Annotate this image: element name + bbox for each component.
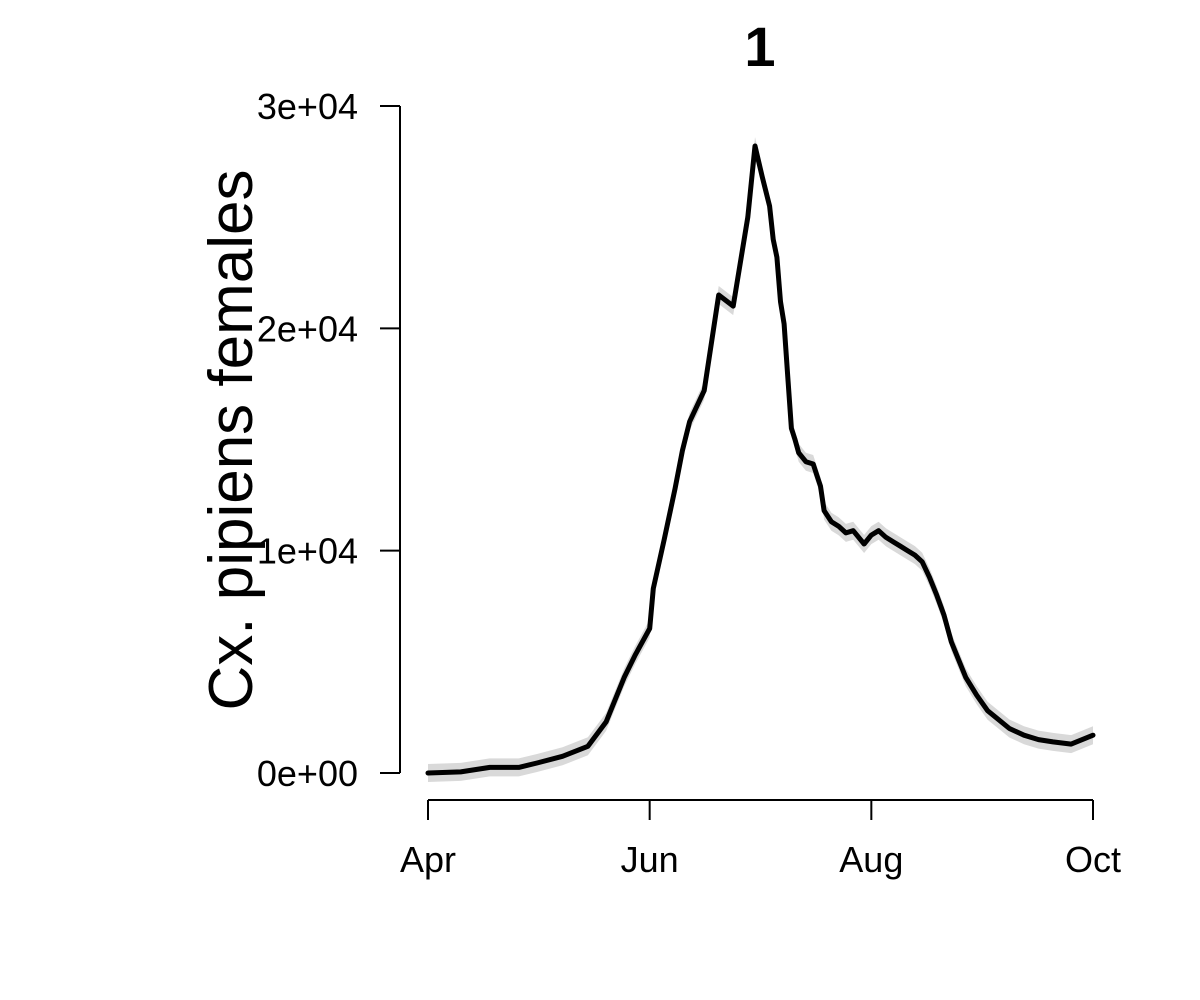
y-axis: 0e+00 1e+04 2e+04 3e+04 <box>257 86 401 794</box>
y-tick-label: 2e+04 <box>257 308 358 349</box>
chart-title: 1 <box>744 15 775 78</box>
confidence-band <box>428 137 1093 782</box>
x-tick-label: Jun <box>621 839 679 880</box>
y-tick-label: 1e+04 <box>257 531 358 572</box>
confidence-band-area <box>428 137 1093 782</box>
x-tick-label: Oct <box>1065 839 1121 880</box>
x-tick-label: Apr <box>400 839 456 880</box>
series-line <box>425 143 1096 776</box>
x-axis: Apr Jun Aug Oct <box>400 799 1121 880</box>
series-line-path <box>425 143 1096 776</box>
x-tick-label: Aug <box>839 839 903 880</box>
y-tick-label: 3e+04 <box>257 86 358 127</box>
y-axis-label: Cx. pipiens females <box>197 169 266 710</box>
y-tick-label: 0e+00 <box>257 753 358 794</box>
